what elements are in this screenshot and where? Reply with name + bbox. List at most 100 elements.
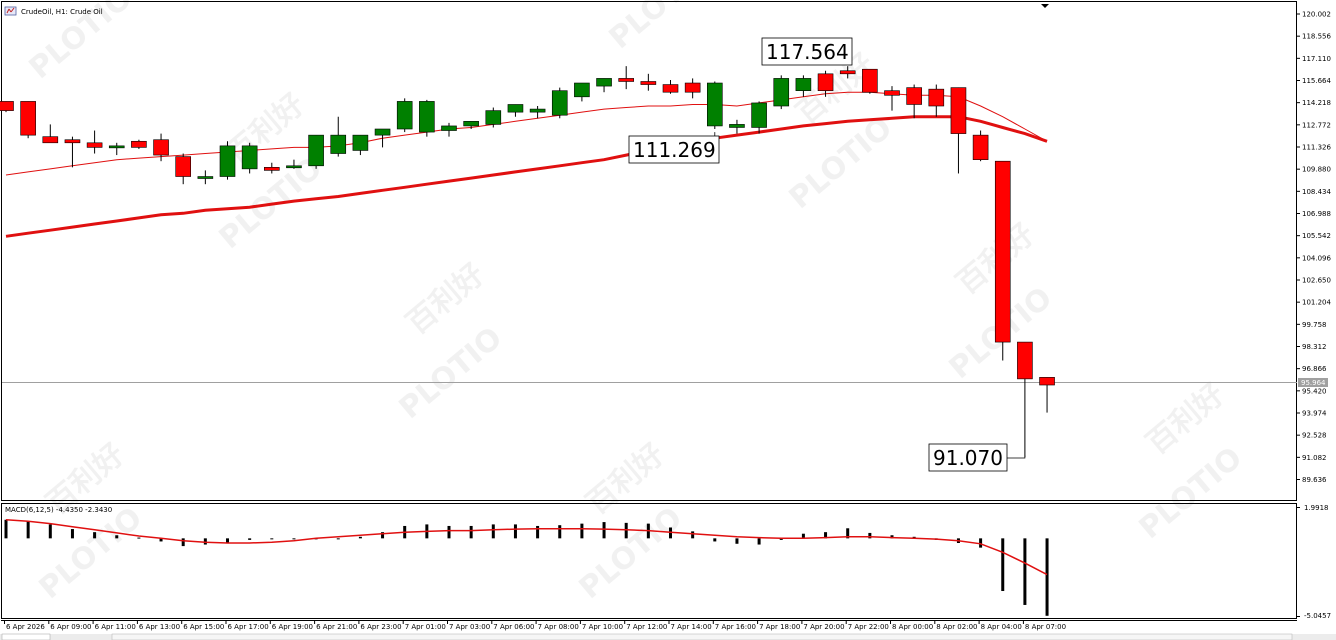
price-label: 117.110 [1302,55,1331,63]
time-label: 6 Apr 19:00 [272,623,313,631]
candle-body [197,176,214,179]
candle-body [1039,377,1055,386]
candle [906,84,922,119]
price-label: 101.204 [1302,299,1331,307]
time-label: 6 Apr 15:00 [183,623,224,631]
candle-body [1017,341,1033,380]
candle [795,75,812,97]
time-label: 8 Apr 00:00 [892,623,933,631]
candle-body [108,145,125,149]
candle [286,159,302,169]
macd-title: MACD(6,12,5) -4.4350 -2.3430 [5,506,112,514]
price-label: 95.420 [1302,387,1327,395]
candle [330,116,347,157]
candle [862,68,878,94]
price-label: 102.650 [1302,277,1331,285]
price-label: 104.096 [1302,254,1331,262]
candle [308,134,324,169]
candle [197,170,214,185]
macd-bar [735,538,739,544]
time-label: 7 Apr 06:00 [493,623,534,631]
price-label: 91.082 [1302,454,1327,462]
candle [263,162,280,174]
candle-body [906,87,922,105]
candle [463,121,479,130]
candle [396,98,413,133]
macd-bar [624,522,628,539]
chart-tab[interactable] [1,633,51,640]
macd-bar [890,535,894,539]
macd-bar [181,538,185,547]
macd-bar [580,523,584,539]
price-label: 109.880 [1302,166,1331,174]
macd-bar [248,538,252,540]
macd-bar [713,538,717,542]
chart-shift-marker[interactable] [1041,4,1049,8]
macd-bar [1001,538,1005,592]
macd-bar [226,538,229,543]
time-label: 8 Apr 07:00 [1025,623,1066,631]
candle-body [972,134,989,160]
macd-bar [868,532,872,539]
time-axis: 6 Apr 2026 6 Apr 09:00 6 Apr 11:00 6 Apr 13… [4,620,1066,631]
macd-bar [70,529,74,539]
time-label: 7 Apr 22:00 [848,623,889,631]
callout-text: 117.564 [766,40,849,64]
candle [131,139,147,149]
candle [20,101,36,139]
candle-body [706,82,723,127]
time-label: 7 Apr 20:00 [803,623,844,631]
time-label: 6 Apr 13:00 [139,623,180,631]
macd-bar [691,531,695,539]
candle [706,81,723,130]
macd-bar [48,524,52,539]
candle [485,107,502,128]
price-label: 115.664 [1302,77,1331,85]
price-label: 105.542 [1302,232,1331,240]
candle [684,78,701,99]
price-label: 89.636 [1302,476,1327,484]
price-axis: 120.002 118.556 117.110 115.664 114.218 112.7… [1297,11,1331,484]
macd-bar [292,538,296,540]
bid-price-label: 95.964 [1301,379,1326,387]
macd-bar [137,537,141,539]
candle-body [308,134,324,167]
candle [574,82,590,102]
candles [0,66,1055,458]
candle-body [419,101,435,133]
candle-body [219,145,236,177]
candle [817,70,834,97]
candle-body [64,139,81,144]
candle [773,75,790,110]
candle [507,104,524,117]
horizontal-scrollbar[interactable] [111,633,1293,640]
candle-body [396,101,413,130]
macd-bar [801,533,805,539]
candle [42,124,59,144]
macd-bar [381,532,385,539]
candle-body [574,82,590,98]
candle-body [994,160,1011,343]
moving-average-slow [5,115,1048,238]
price-label: 112.772 [1302,121,1331,129]
candle-body [729,124,745,128]
time-label: 7 Apr 12:00 [626,623,667,631]
candle [374,128,391,148]
time-label: 7 Apr 18:00 [759,623,800,631]
candle [662,79,679,94]
candle [175,153,191,185]
candle [618,66,635,90]
macd-bar [336,538,340,540]
price-label: 93.974 [1302,410,1327,418]
price-callout: 91.070 [928,443,1026,472]
macd-bar [491,524,495,539]
macd-bar [469,525,473,539]
macd-bar [447,525,451,539]
macd-bar [824,532,828,539]
candle [751,101,767,134]
candle [839,66,856,79]
candle-body [662,84,679,93]
candle-body [286,165,302,169]
